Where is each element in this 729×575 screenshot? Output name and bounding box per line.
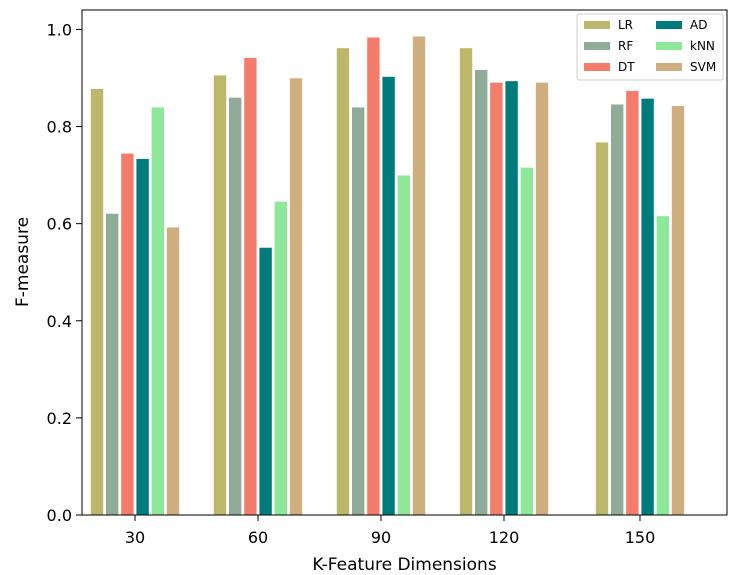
y-tick-label: 0.2 (47, 409, 72, 428)
legend-label-knn: kNN (690, 39, 715, 53)
legend-swatch-rf (584, 42, 610, 50)
legend-label-svm: SVM (690, 60, 716, 74)
y-axis-ticks: 0.0 0.2 0.4 0.6 0.8 1.0 (47, 20, 82, 525)
bar-rf-120 (474, 69, 489, 516)
bar-lr-120 (459, 47, 473, 516)
x-tick-label: 30 (125, 528, 145, 547)
x-axis-label: K-Feature Dimensions (312, 555, 497, 575)
bar-knn-120 (519, 167, 534, 516)
bar-ad-90 (381, 76, 396, 516)
bar-lr-30 (90, 88, 104, 516)
bar-knn-150 (655, 215, 670, 516)
bar-rf-150 (610, 103, 625, 516)
plot-frame (81, 9, 728, 516)
legend-label-dt: DT (618, 60, 635, 74)
bar-dt-120 (489, 82, 504, 516)
bar-rf-30 (105, 213, 119, 516)
bars-group (90, 35, 685, 516)
legend-swatch-knn (656, 42, 682, 50)
bar-ad-60 (258, 247, 273, 516)
x-tick-label: 90 (371, 528, 391, 547)
legend: LR RF DT AD kNN SVM (576, 13, 724, 81)
x-tick-label: 150 (625, 528, 656, 547)
x-axis-ticks: 30 60 90 120 150 (125, 515, 655, 547)
bar-svm-150 (671, 105, 685, 516)
legend-swatch-svm (656, 63, 682, 71)
bar-svm-30 (166, 226, 180, 516)
x-tick-label: 120 (489, 528, 520, 547)
bar-svm-90 (412, 35, 426, 516)
bar-dt-30 (120, 152, 135, 516)
legend-swatch-dt (584, 63, 610, 71)
bar-lr-150 (595, 141, 609, 516)
legend-swatch-lr (584, 21, 610, 29)
bar-dt-60 (243, 57, 258, 516)
bar-svm-60 (289, 77, 303, 516)
y-axis-label: F-measure (13, 217, 33, 307)
bar-knn-90 (396, 174, 411, 516)
bar-rf-60 (228, 97, 242, 516)
bar-svm-120 (535, 82, 549, 516)
bar-lr-60 (213, 74, 227, 516)
legend-swatch-ad (656, 21, 682, 29)
y-tick-label: 0.6 (47, 215, 72, 234)
legend-label-rf: RF (618, 39, 633, 53)
x-tick-label: 60 (248, 528, 268, 547)
legend-label-lr: LR (618, 18, 633, 32)
bar-lr-90 (336, 47, 350, 516)
y-tick-label: 0.0 (47, 506, 72, 525)
legend-label-ad: AD (690, 18, 707, 32)
bar-ad-30 (135, 158, 150, 516)
bar-knn-60 (273, 201, 288, 516)
y-tick-label: 0.8 (47, 118, 72, 137)
y-tick-label: 1.0 (47, 20, 72, 39)
bar-dt-150 (625, 90, 640, 516)
bar-ad-150 (640, 98, 655, 516)
bar-knn-30 (151, 106, 165, 516)
bar-ad-120 (504, 80, 519, 516)
y-tick-label: 0.4 (47, 312, 72, 331)
legend-frame (576, 13, 724, 81)
bar-rf-90 (351, 106, 366, 516)
bar-dt-90 (366, 36, 381, 516)
